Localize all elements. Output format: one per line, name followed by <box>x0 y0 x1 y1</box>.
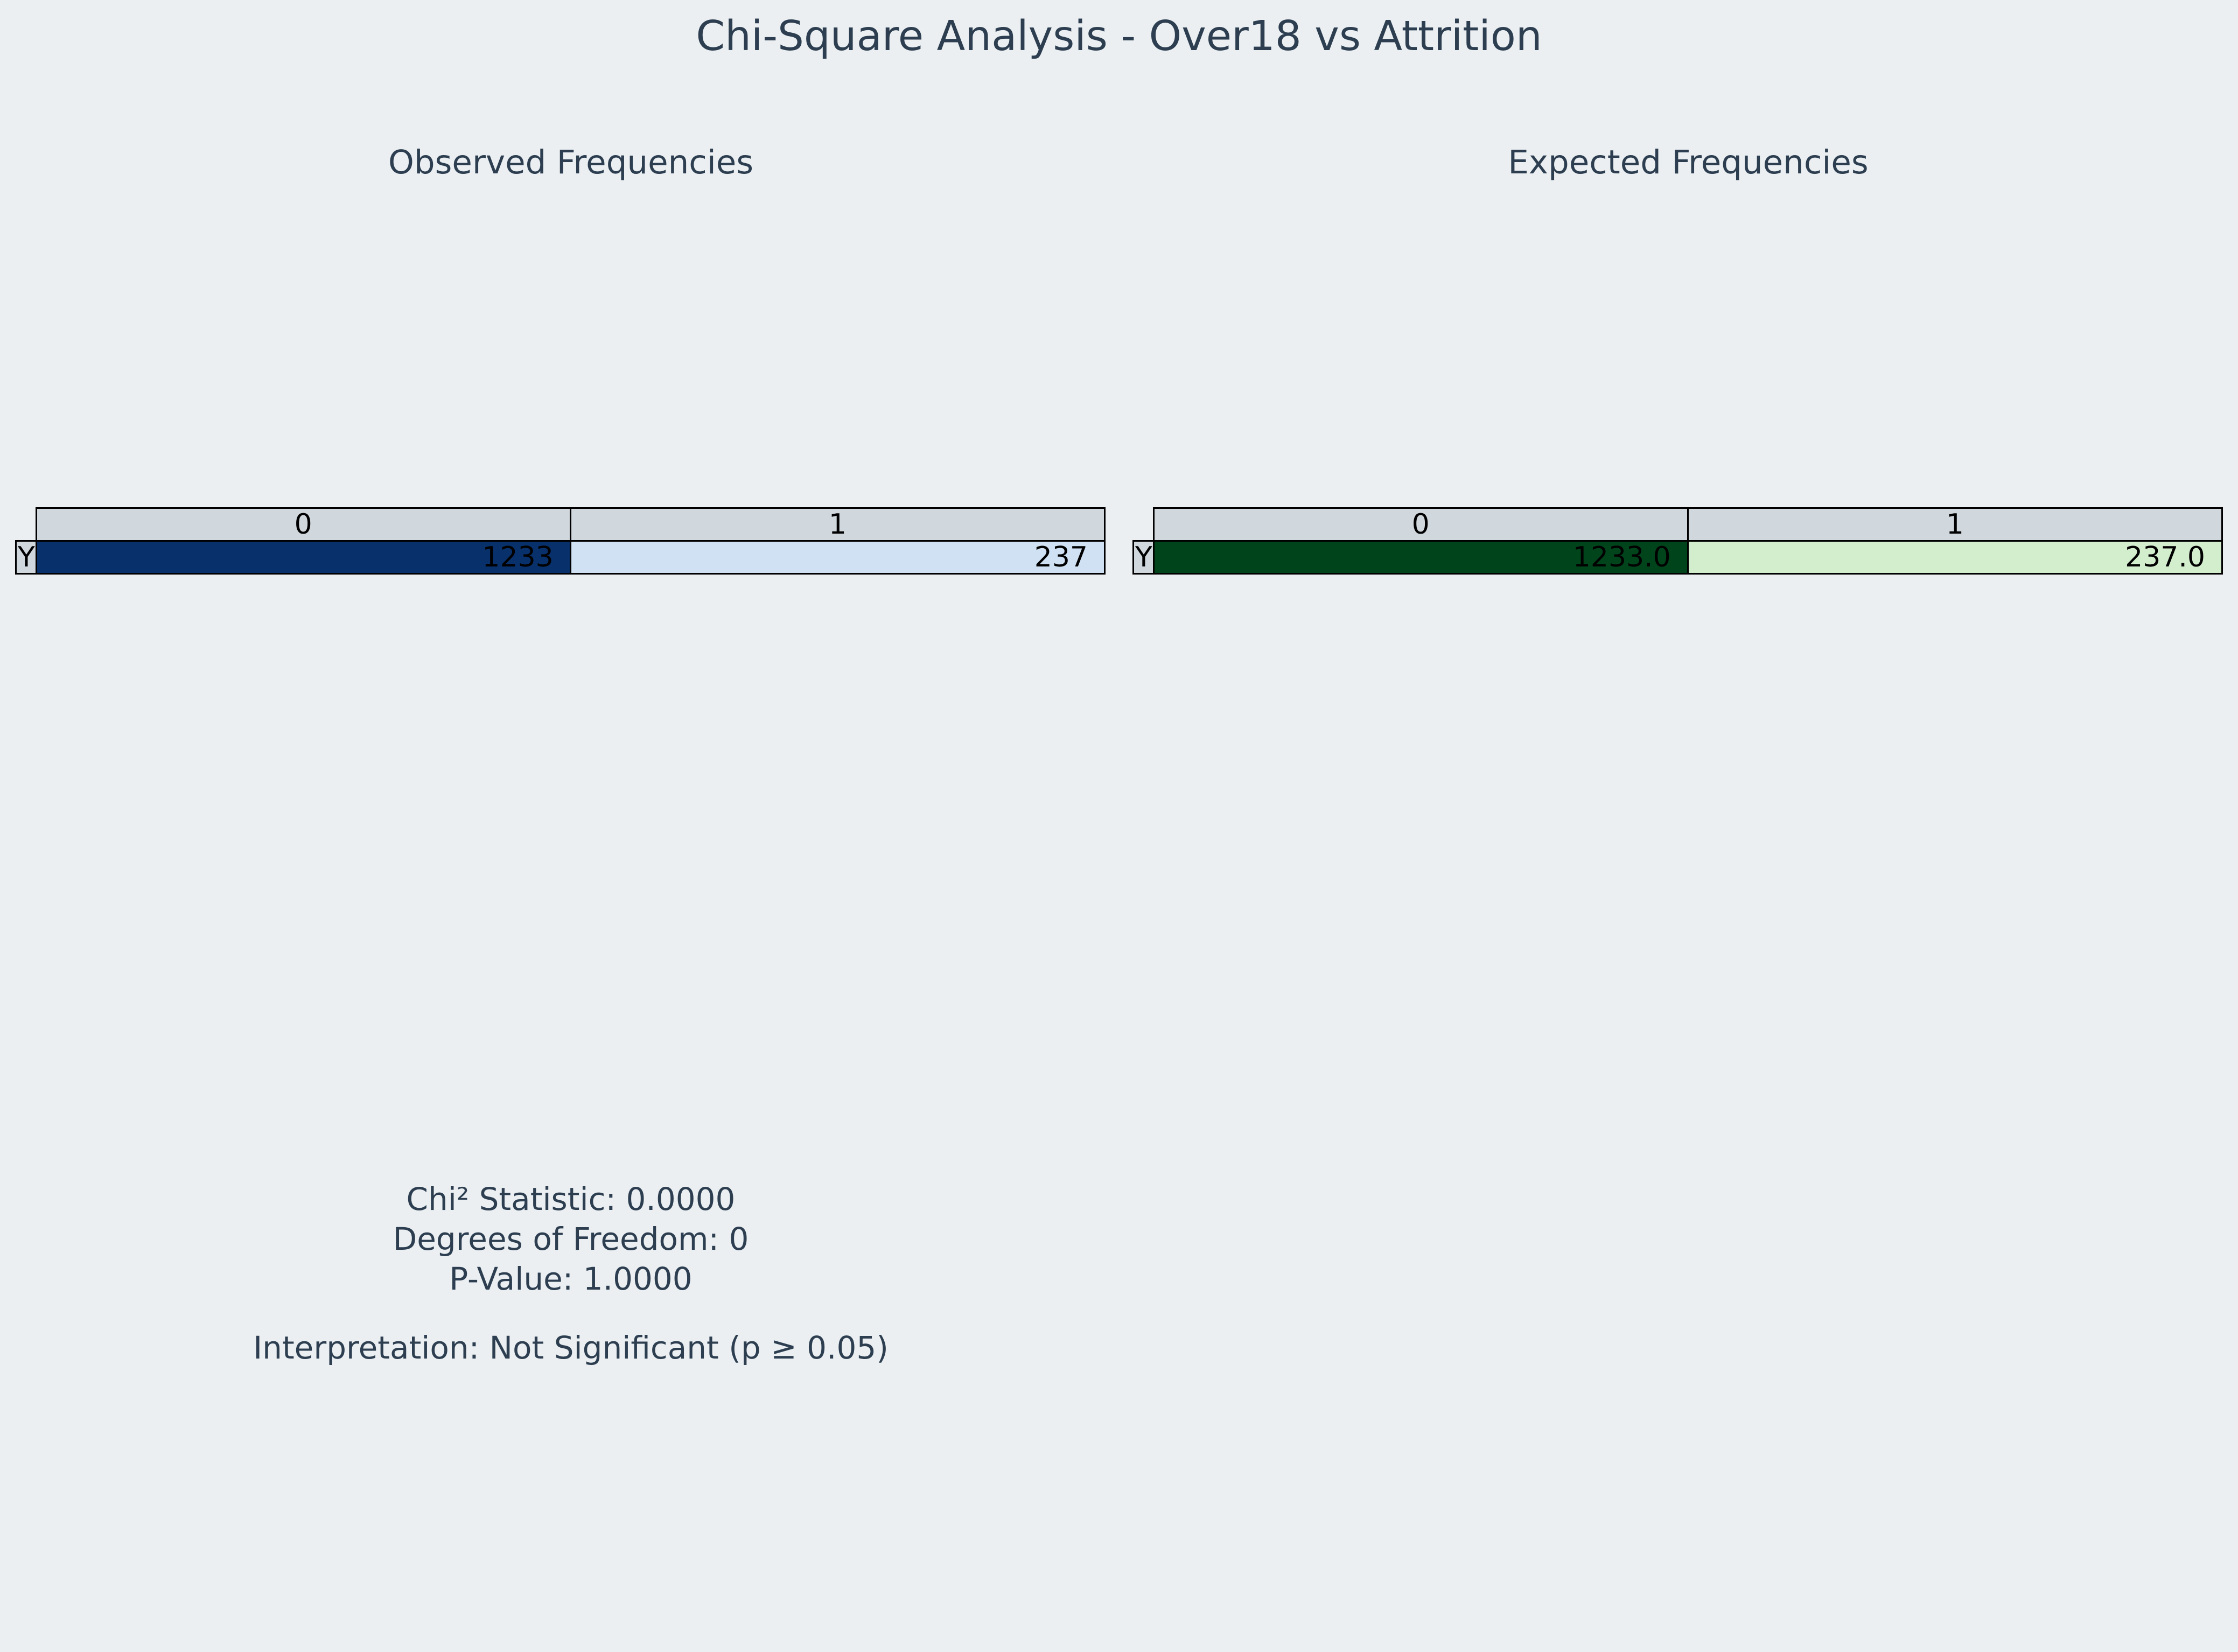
expected-col-header-0: 0 <box>1152 507 1689 542</box>
observed-frequencies-table: 0 1 Y 1233 237 <box>15 507 1106 575</box>
expected-row-header-y: Y <box>1132 540 1155 575</box>
observed-cell-y-0: 1233 <box>35 540 571 575</box>
expected-data-row-y: Y 1233.0 237.0 <box>1132 540 2223 575</box>
expected-frequencies-table: 0 1 Y 1233.0 237.0 <box>1132 507 2223 575</box>
chi-square-stats-summary: Chi² Statistic: 0.0000 Degrees of Freedo… <box>32 1179 1109 1368</box>
expected-panel-title: Expected Frequencies <box>1508 143 1869 181</box>
observed-col-header-1: 1 <box>569 507 1106 542</box>
observed-panel-title: Observed Frequencies <box>388 143 754 181</box>
observed-cell-y-1: 237 <box>569 540 1106 575</box>
expected-corner-cell <box>1134 508 1154 541</box>
observed-data-row-y: Y 1233 237 <box>15 540 1106 575</box>
expected-header-row: 0 1 <box>1134 507 2223 542</box>
stats-spacer <box>32 1299 1109 1328</box>
observed-corner-cell <box>16 508 37 541</box>
expected-cell-y-1: 237.0 <box>1687 540 2223 575</box>
chi2-statistic-text: Chi² Statistic: 0.0000 <box>406 1181 736 1217</box>
chart-title: Chi-Square Analysis - Over18 vs Attritio… <box>696 12 1542 60</box>
p-value-text: P-Value: 1.0000 <box>449 1261 693 1297</box>
expected-cell-y-0: 1233.0 <box>1152 540 1689 575</box>
observed-col-header-0: 0 <box>35 507 571 542</box>
interpretation-text: Interpretation: Not Significant (p ≥ 0.0… <box>253 1329 889 1366</box>
observed-row-header-y: Y <box>15 540 37 575</box>
degrees-of-freedom-text: Degrees of Freedom: 0 <box>393 1221 749 1257</box>
observed-header-row: 0 1 <box>16 507 1106 542</box>
expected-col-header-1: 1 <box>1687 507 2223 542</box>
